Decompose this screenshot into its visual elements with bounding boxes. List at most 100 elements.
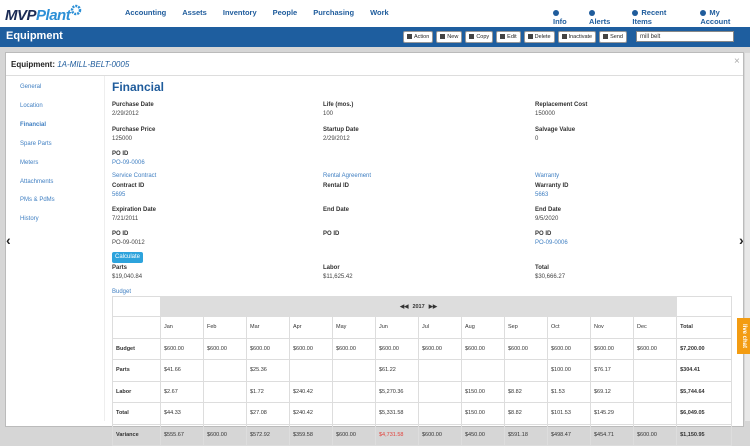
toolbar-button[interactable]: Action [403,31,434,43]
user-menu: Info Alerts Recent Items My Account [553,8,750,26]
menu-item[interactable]: Accounting [125,8,167,17]
budget-row: Variance $555.67 $600.00 $572.92 $359.58 $600… [112,423,733,446]
side-tab[interactable]: Location [20,103,43,109]
icon [500,34,506,39]
user-menu-item[interactable]: My Account [700,8,750,26]
field-label: PO ID [323,231,340,237]
calculate-button[interactable]: Calculate [112,252,143,263]
field-value[interactable]: PO-09-0006 [112,160,145,166]
field-value: 7/21/2011 [112,216,139,222]
section-title: Service Contract [112,173,157,179]
field-value: $19,040.84 [112,274,143,280]
column-header: May [332,316,376,339]
side-tab[interactable]: Spare Parts [20,141,52,147]
page-title: Equipment [6,30,63,42]
cell [203,380,247,403]
next-arrow[interactable]: › [739,232,744,248]
cell: $600.00 [375,337,419,360]
field-label: Expiration Date [112,207,157,213]
prev-year[interactable]: ◀◀ [399,303,409,310]
column-header: Aug [461,316,505,339]
field-value: $11,625.42 [323,274,353,280]
toolbar: Equipment Action New Copy Edit Delete Inactiv… [0,27,750,47]
header-row: Jan Feb Mar Apr May Jun Jul Aug Sep Oct Nov Dec Tota… [112,316,733,339]
search-input[interactable]: mill belt [636,31,734,42]
field-label: Startup Date [323,127,359,133]
toolbar-button[interactable]: Edit [496,31,521,43]
user-menu-label: My Account [700,8,731,26]
cell [632,359,678,382]
toolbar-button[interactable]: New [436,31,463,43]
cell: $8.82 [504,380,548,403]
side-tab[interactable]: Meters [20,160,39,166]
user-menu-item[interactable]: Alerts [589,8,618,26]
cell: $600.00 [203,423,247,446]
side-tab[interactable]: History [20,216,39,222]
icon [700,10,707,16]
icon [407,34,412,39]
cell: $572.92 [246,423,290,446]
row-label: Parts [112,359,161,382]
column-header: Apr [289,316,333,339]
cell: $5,744.64 [676,380,733,403]
logo-mvp: MVP [5,7,37,24]
cell [418,359,462,382]
menu-item[interactable]: Purchasing [313,8,355,17]
field-label: Purchase Date [112,102,154,108]
menu-item[interactable]: Inventory [222,8,257,17]
side-tab[interactable]: Financial [20,122,47,128]
user-menu-label: Alerts [589,17,611,26]
column-header: Jun [375,316,419,339]
column-header: Sep [504,316,548,339]
cell: $600.00 [246,337,290,360]
menu-item[interactable]: People [272,8,298,17]
side-tab[interactable]: General [20,84,42,90]
user-menu-item[interactable]: Info [553,8,575,26]
prev-arrow[interactable]: ‹ [6,232,11,248]
cell: $1.72 [246,380,290,403]
icon [561,34,567,39]
button-label: Inactivate [568,34,593,40]
field-value[interactable]: 5695 [112,192,126,198]
button-label: Action [414,34,430,40]
cell: $304.41 [676,359,733,382]
cell: $600.00 [461,337,505,360]
field-value[interactable]: PO-09-0006 [535,240,568,246]
logo[interactable]: MVPPlant [5,4,82,24]
menu-item[interactable]: Work [370,8,389,17]
next-year[interactable]: ▶▶ [428,303,438,310]
cell: $100.00 [547,359,591,382]
column-header: Jul [418,316,462,339]
record-id: 1A-MILL-BELT-0005 [57,60,130,69]
cell [332,380,376,403]
user-menu-item[interactable]: Recent Items [632,8,686,26]
icon [632,10,639,16]
live-chat[interactable]: live chat [737,318,750,354]
cell: $450.00 [461,423,505,446]
icon [527,34,533,39]
year: 2017 [412,303,425,310]
scrollbar [745,53,750,421]
toolbar-button[interactable]: Inactivate [557,31,597,43]
column-header: Dec [632,316,678,339]
button-label: Send [610,34,623,40]
toolbar-button[interactable]: Copy [465,31,494,43]
close-button[interactable]: × [734,56,740,67]
menu-item[interactable]: Assets [182,8,207,17]
column-header: Oct [547,316,591,339]
cell: $600.00 [632,337,678,360]
field-value[interactable]: 5663 [535,192,549,198]
toolbar-button[interactable]: Send [599,31,627,43]
icon [553,10,559,16]
cell: $454.71 [590,423,634,446]
toolbar-button[interactable]: Delete [523,31,555,43]
column-header: Mar [246,316,290,339]
cell: $2.67 [160,380,204,403]
row-label: Budget [112,337,161,360]
cell: $61.22 [375,359,419,382]
field-label: End Date [323,207,350,213]
side-tab[interactable]: Attachments [20,179,54,185]
side-tab[interactable]: PMs & PdMs [20,197,55,203]
cell: $600.00 [289,337,333,360]
